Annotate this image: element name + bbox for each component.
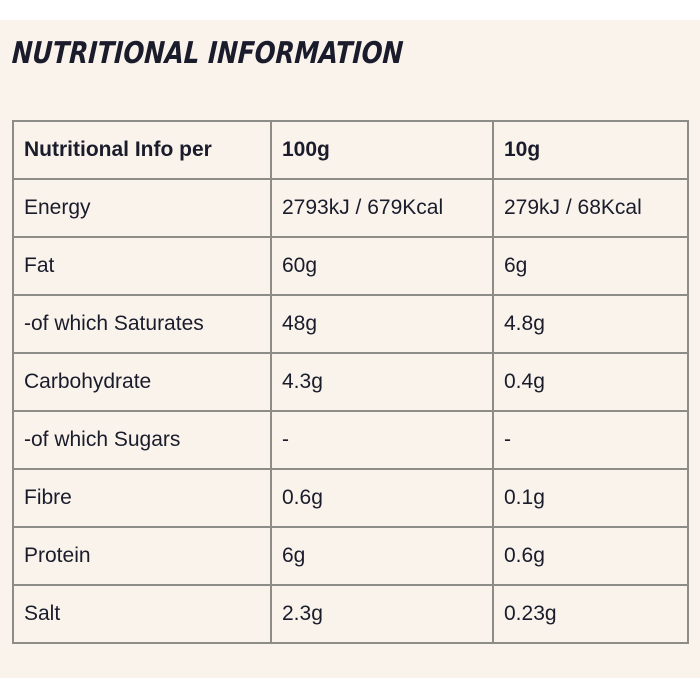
value-10g-cell: 4.8g (492, 294, 689, 354)
value-10g-cell: 279kJ / 68Kcal (492, 178, 689, 238)
table-row: -of which Saturates 48g 4.8g (12, 294, 689, 354)
table-row: Salt 2.3g 0.23g (12, 584, 689, 644)
row-label-cell: -of which Saturates (12, 294, 272, 354)
row-label-cell: Salt (12, 584, 272, 644)
header-col-label: Nutritional Info per (12, 120, 272, 180)
table-row: Fat 60g 6g (12, 236, 689, 296)
table-row: Protein 6g 0.6g (12, 526, 689, 586)
row-label-cell: Carbohydrate (12, 352, 272, 412)
table-row: Carbohydrate 4.3g 0.4g (12, 352, 689, 412)
row-label-cell: Fat (12, 236, 272, 296)
value-10g-cell: - (492, 410, 689, 470)
table-header-row: Nutritional Info per 100g 10g (12, 120, 689, 180)
row-label-cell: Fibre (12, 468, 272, 528)
row-label-cell: Energy (12, 178, 272, 238)
value-100g-cell: 60g (270, 236, 494, 296)
row-label-cell: Protein (12, 526, 272, 586)
value-100g-cell: 2.3g (270, 584, 494, 644)
value-100g-cell: 4.3g (270, 352, 494, 412)
table-row: Fibre 0.6g 0.1g (12, 468, 689, 528)
table-row: -of which Sugars - - (12, 410, 689, 470)
value-100g-cell: 0.6g (270, 468, 494, 528)
page-title: NUTRITIONAL INFORMATION (10, 36, 405, 71)
value-10g-cell: 0.4g (492, 352, 689, 412)
header-col-100g: 100g (270, 120, 494, 180)
table-row: Energy 2793kJ / 679Kcal 279kJ / 68Kcal (12, 178, 689, 238)
header-col-10g: 10g (492, 120, 689, 180)
value-10g-cell: 0.6g (492, 526, 689, 586)
value-100g-cell: - (270, 410, 494, 470)
value-10g-cell: 0.1g (492, 468, 689, 528)
row-label-cell: -of which Sugars (12, 410, 272, 470)
value-100g-cell: 6g (270, 526, 494, 586)
value-10g-cell: 6g (492, 236, 689, 296)
value-100g-cell: 2793kJ / 679Kcal (270, 178, 494, 238)
value-10g-cell: 0.23g (492, 584, 689, 644)
value-100g-cell: 48g (270, 294, 494, 354)
nutrition-table: Nutritional Info per 100g 10g Energy 279… (12, 120, 689, 644)
